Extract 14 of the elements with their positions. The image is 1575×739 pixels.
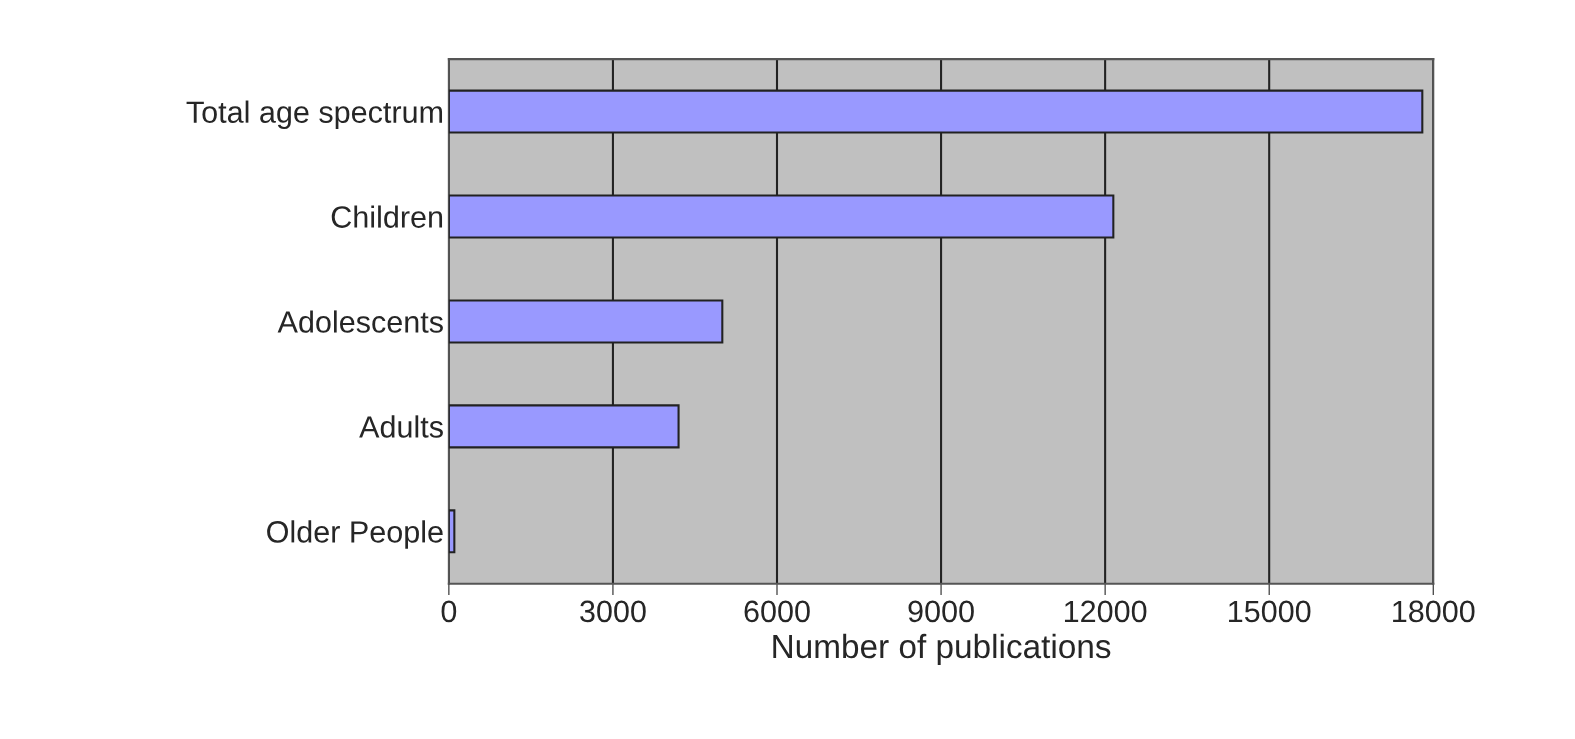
y-tick-label: Older People bbox=[267, 520, 443, 549]
x-axis-title: Number of publications bbox=[773, 633, 1111, 665]
x-tick-label: 3000 bbox=[580, 600, 646, 623]
x-tick-label: 9000 bbox=[908, 600, 974, 623]
bar bbox=[448, 509, 456, 554]
y-tick-label: Adolescents bbox=[277, 310, 443, 333]
y-tick-label: Adults bbox=[359, 415, 443, 438]
x-tick-label: 12000 bbox=[1064, 600, 1147, 623]
x-tick-label: 6000 bbox=[744, 600, 810, 623]
x-tick-label: 15000 bbox=[1229, 600, 1311, 623]
y-tick-label: Children bbox=[331, 205, 443, 228]
x-tick-label: 18000 bbox=[1393, 600, 1475, 623]
x-tick-label: 0 bbox=[441, 600, 457, 623]
y-tick-label: Total age spectrum bbox=[186, 100, 443, 129]
